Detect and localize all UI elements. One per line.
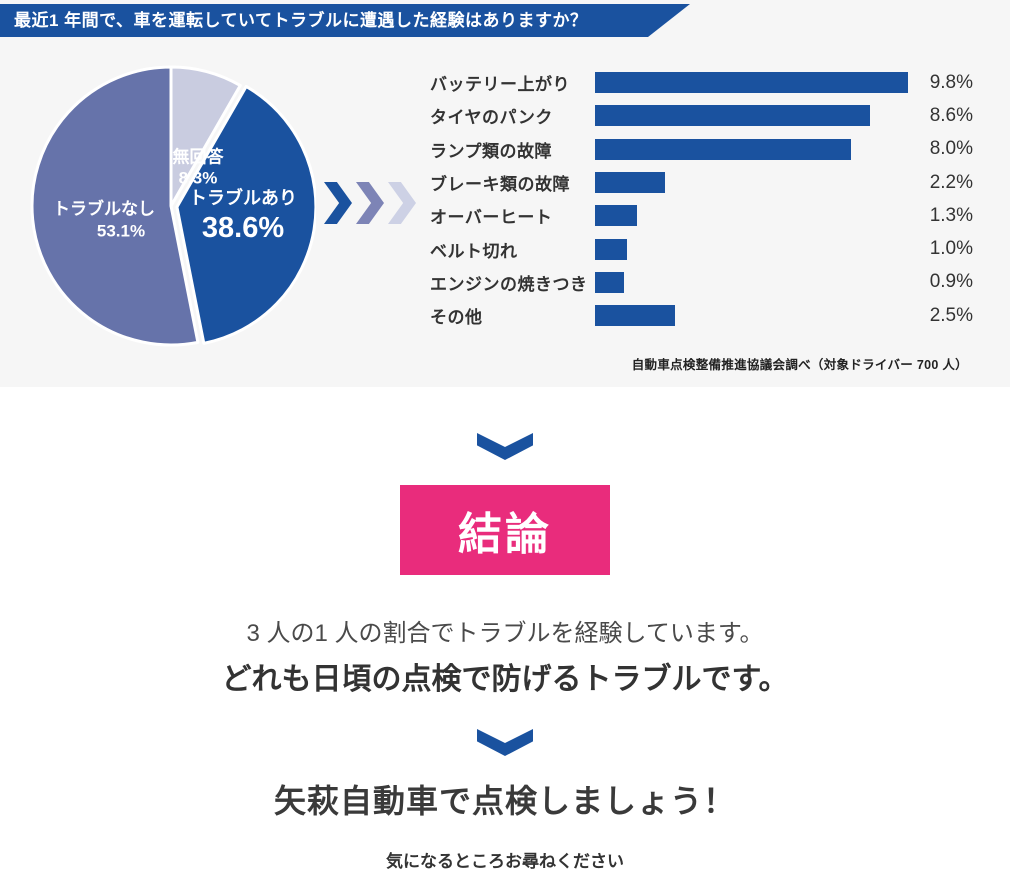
bar-row: エンジンの焼きつき 0.9% (430, 266, 973, 299)
bar-category-label: ランプ類の故障 (430, 141, 552, 161)
flow-arrows (324, 182, 416, 224)
survey-section: 最近1 年間で、車を運転していてトラブルに遭遇した経験はありますか？ 無回答 8… (0, 0, 1010, 387)
bar-value-label: 0.9% (929, 271, 973, 293)
conclusion-line2: どれも日頃の点検で防げるトラブルです。 (221, 663, 789, 696)
bar-category-label: エンジンの焼きつき (430, 274, 588, 294)
bar-row: ブレーキ類の故障 2.2% (430, 166, 973, 199)
bar-category-label: その他 (430, 308, 483, 328)
bar-row: その他 2.5% (430, 299, 973, 332)
bar-chart: バッテリー上がり 9.8% タイヤのパンク 8.6% ランプ類の故障 8.0% ブレーキ類の… (430, 66, 973, 332)
footnote-text: 気になるところお尋ねください (386, 852, 624, 871)
bar (595, 238, 627, 260)
bar-row: タイヤのパンク 8.6% (430, 99, 973, 132)
bar (595, 138, 851, 160)
pie-value-trouble-yes: 38.6% (202, 212, 284, 244)
bar-category-label: ベルト切れ (430, 241, 518, 261)
right-chevron-icon (356, 182, 384, 224)
bar-row: ベルト切れ 1.0% (430, 232, 973, 265)
conclusion-line1: 3 人の1 人の割合でトラブルを経験しています。 (246, 620, 764, 647)
pie-value-trouble-no: 53.1% (97, 222, 145, 241)
pie-slice-trouble-yes (175, 84, 318, 345)
bar-value-label: 2.5% (929, 304, 973, 326)
bar-value-label: 2.2% (929, 171, 973, 193)
conclusion-badge: 結論 (400, 485, 610, 575)
bar-row: オーバーヒート 1.3% (430, 199, 973, 232)
bar (595, 105, 870, 127)
bar-category-label: バッテリー上がり (430, 75, 570, 95)
right-chevron-icon (388, 182, 416, 224)
bar-value-label: 8.6% (929, 104, 973, 126)
survey-question-banner: 最近1 年間で、車を運転していてトラブルに遭遇した経験はありますか？ (0, 4, 690, 37)
pie-label-no-answer: 無回答 (173, 147, 225, 167)
bar (595, 72, 908, 94)
bar (595, 205, 637, 227)
cta-heading: 矢萩自動車で点検しましょう！ (273, 783, 736, 819)
bar-category-label: ブレーキ類の故障 (430, 175, 570, 195)
bar-value-label: 1.0% (929, 238, 973, 260)
down-chevron-icon (477, 729, 533, 756)
bar-value-label: 9.8% (929, 71, 973, 93)
bar (595, 271, 624, 293)
down-chevron-icon (477, 433, 533, 460)
bar-value-label: 8.0% (929, 138, 973, 160)
bar-category-label: オーバーヒート (430, 208, 553, 228)
bar-value-label: 1.3% (929, 204, 973, 226)
pie-label-trouble-no: トラブルなし (53, 199, 155, 219)
pie-slice-trouble-no (30, 65, 200, 347)
pie-chart: 無回答 8.3% トラブルあり 38.6% トラブルなし 53.1% (30, 65, 318, 347)
bar-category-label: タイヤのパンク (430, 108, 553, 128)
right-chevron-icon (324, 182, 352, 224)
pie-label-trouble-yes: トラブルあり (189, 187, 297, 208)
bar-row: バッテリー上がり 9.8% (430, 66, 973, 99)
bar-row: ランプ類の故障 8.0% (430, 133, 973, 166)
bar (595, 172, 666, 194)
bar (595, 305, 675, 327)
pie-chart-area: 無回答 8.3% トラブルあり 38.6% トラブルなし 53.1% (26, 61, 318, 351)
pie-value-no-answer: 8.3% (179, 169, 218, 188)
source-note: 自動車点検整備推進協議会調べ（対象ドライバー 700 人） (631, 358, 968, 372)
